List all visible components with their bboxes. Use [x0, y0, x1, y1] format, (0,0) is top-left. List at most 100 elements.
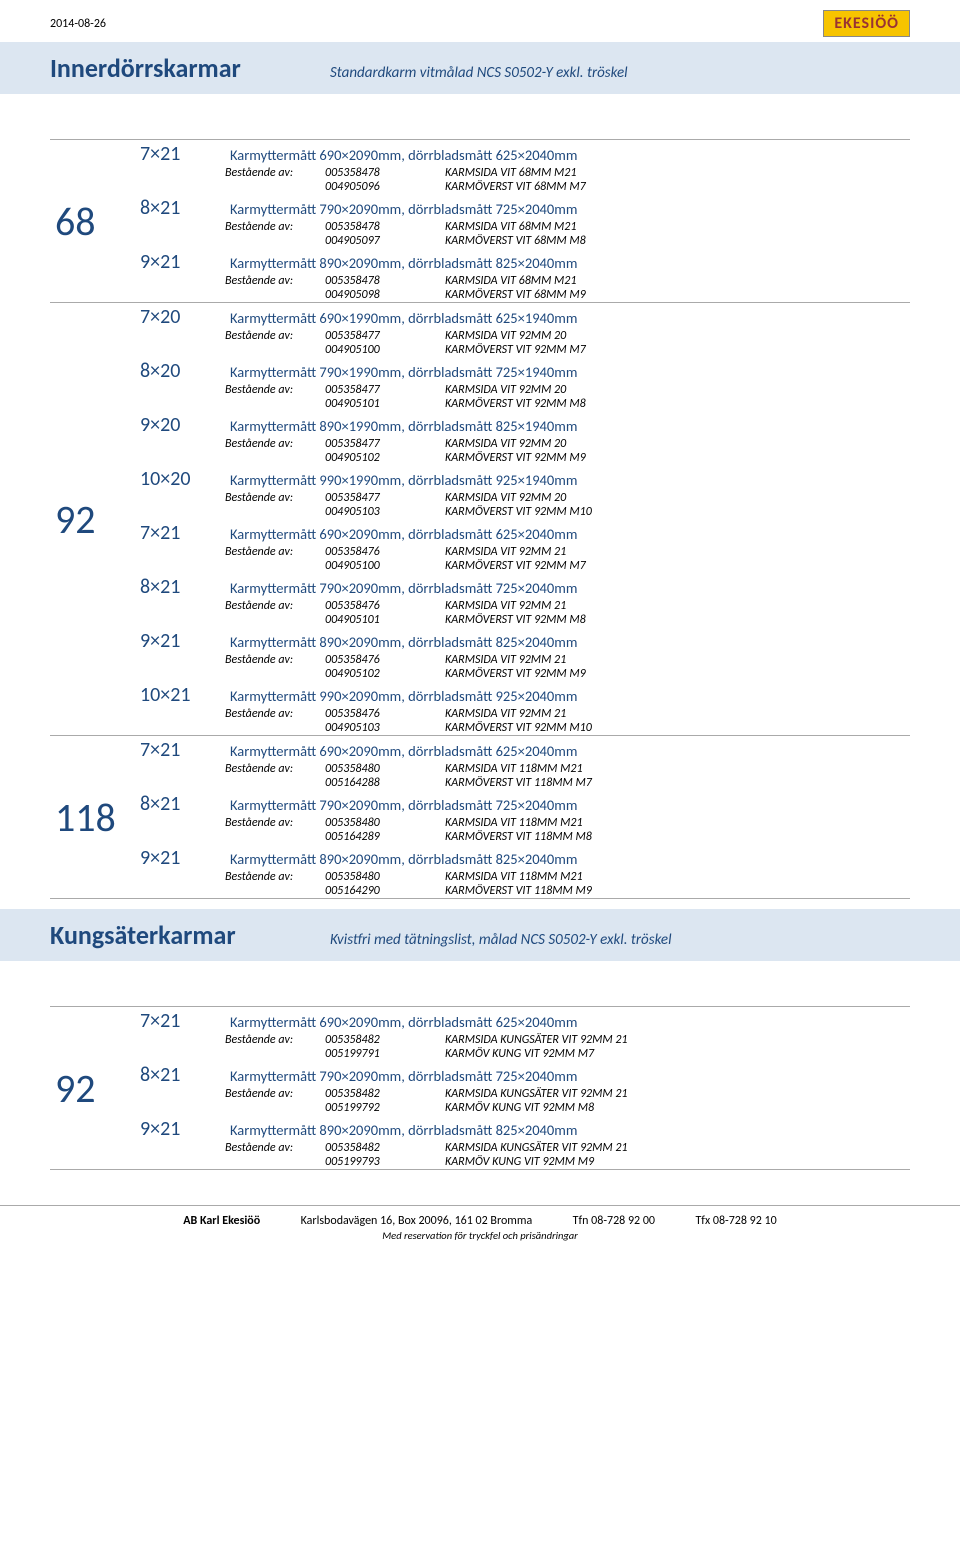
item-title: Karmyttermått 990×2090mm, dörrbladsmått …	[230, 687, 577, 705]
page-header: 2014-08-26 EKESIÖÖ	[0, 0, 960, 42]
item-size: 9×21	[130, 629, 230, 653]
footer-disclaimer: Med reservation för tryckfel och prisänd…	[50, 1229, 910, 1242]
item-header: 9×21 Karmyttermått 890×2090mm, dörrblads…	[130, 1115, 910, 1141]
detail-code: 005164289	[325, 830, 445, 844]
item-detail-row: Bestående av: 005358476 KARMSIDA VIT 92M…	[130, 707, 910, 721]
item-detail-row: 005164289 KARMÖVERST VIT 118MM M8	[130, 830, 910, 844]
item-size: 8×21	[130, 575, 230, 599]
item-title: Karmyttermått 690×1990mm, dörrbladsmått …	[230, 309, 577, 327]
section-subtitle: Standardkarm vitmålad NCS S0502-Y exkl. …	[330, 64, 628, 82]
item-header: 8×21 Karmyttermått 790×2090mm, dörrblads…	[130, 1061, 910, 1087]
item-detail-row: 005164288 KARMÖVERST VIT 118MM M7	[130, 776, 910, 790]
detail-description: KARMÖV KUNG VIT 92MM M9	[445, 1155, 910, 1169]
group-thickness: 92	[50, 1007, 130, 1169]
item-header: 8×21 Karmyttermått 790×2090mm, dörrblads…	[130, 573, 910, 599]
footer-fax: Tfx 08-728 92 10	[695, 1214, 776, 1228]
detail-label	[130, 613, 325, 627]
group-thickness: 68	[50, 140, 130, 302]
item-detail-row: 004905100 KARMÖVERST VIT 92MM M7	[130, 559, 910, 573]
detail-label: Bestående av:	[130, 870, 325, 884]
footer-company: AB Karl Ekesiöö	[183, 1214, 260, 1228]
item-detail-row: Bestående av: 005358478 KARMSIDA VIT 68M…	[130, 274, 910, 288]
item-title: Karmyttermått 790×2090mm, dörrbladsmått …	[230, 796, 577, 814]
detail-description: KARMSIDA VIT 118MM M21	[445, 762, 910, 776]
detail-label: Bestående av:	[130, 220, 325, 234]
detail-description: KARMÖV KUNG VIT 92MM M8	[445, 1101, 910, 1115]
detail-label	[130, 505, 325, 519]
footer-contact: AB Karl Ekesiöö Karlsbodavägen 16, Box 2…	[50, 1214, 910, 1228]
detail-label: Bestående av:	[130, 1087, 325, 1101]
detail-label: Bestående av:	[130, 1033, 325, 1047]
item-header: 9×21 Karmyttermått 890×2090mm, dörrblads…	[130, 248, 910, 274]
item-detail-row: Bestående av: 005358476 KARMSIDA VIT 92M…	[130, 599, 910, 613]
detail-label	[130, 1047, 325, 1061]
group-items: 7×20 Karmyttermått 690×1990mm, dörrblads…	[130, 303, 910, 735]
item-detail-row: 004905101 KARMÖVERST VIT 92MM M8	[130, 397, 910, 411]
item-detail-row: Bestående av: 005358482 KARMSIDA KUNGSÄT…	[130, 1087, 910, 1101]
footer-phone: Tfn 08-728 92 00	[573, 1214, 655, 1228]
detail-description: KARMSIDA VIT 92MM 20	[445, 491, 910, 505]
section-title-bar: Kungsäterkarmar Kvistfri med tätningslis…	[0, 909, 960, 961]
detail-label	[130, 397, 325, 411]
detail-code: 005199791	[325, 1047, 445, 1061]
detail-description: KARMSIDA VIT 92MM 21	[445, 599, 910, 613]
detail-code: 005358480	[325, 870, 445, 884]
detail-description: KARMSIDA KUNGSÄTER VIT 92MM 21	[445, 1141, 910, 1155]
item-detail-row: 004905103 KARMÖVERST VIT 92MM M10	[130, 721, 910, 735]
detail-label	[130, 721, 325, 735]
item-detail-row: Bestående av: 005358477 KARMSIDA VIT 92M…	[130, 383, 910, 397]
detail-code: 005358476	[325, 707, 445, 721]
item-size: 8×21	[130, 1063, 230, 1087]
group-items: 7×21 Karmyttermått 690×2090mm, dörrblads…	[130, 736, 910, 898]
item-detail-row: 004905102 KARMÖVERST VIT 92MM M9	[130, 667, 910, 681]
detail-code: 005358477	[325, 491, 445, 505]
detail-description: KARMSIDA VIT 118MM M21	[445, 816, 910, 830]
item-header: 7×21 Karmyttermått 690×2090mm, dörrblads…	[130, 736, 910, 762]
section-title-bar: Innerdörrskarmar Standardkarm vitmålad N…	[0, 42, 960, 94]
detail-label	[130, 288, 325, 302]
item-title: Karmyttermått 890×2090mm, dörrbladsmått …	[230, 850, 577, 868]
detail-description: KARMÖVERST VIT 92MM M10	[445, 721, 910, 735]
item-detail-row: 004905102 KARMÖVERST VIT 92MM M9	[130, 451, 910, 465]
document-date: 2014-08-26	[50, 17, 106, 31]
detail-label: Bestående av:	[130, 653, 325, 667]
detail-code: 004905100	[325, 343, 445, 357]
detail-code: 005358476	[325, 545, 445, 559]
item-size: 7×20	[130, 305, 230, 329]
item-header: 7×21 Karmyttermått 690×2090mm, dörrblads…	[130, 140, 910, 166]
section-content: 68 7×21 Karmyttermått 690×2090mm, dörrbl…	[0, 94, 960, 909]
item-title: Karmyttermått 690×2090mm, dörrbladsmått …	[230, 742, 577, 760]
detail-label: Bestående av:	[130, 599, 325, 613]
detail-code: 004905103	[325, 721, 445, 735]
item-size: 9×21	[130, 250, 230, 274]
item-detail-row: 004905097 KARMÖVERST VIT 68MM M8	[130, 234, 910, 248]
detail-description: KARMÖVERST VIT 118MM M7	[445, 776, 910, 790]
section-title: Innerdörrskarmar	[50, 52, 330, 84]
detail-code: 004905102	[325, 451, 445, 465]
item-size: 7×21	[130, 142, 230, 166]
item-detail-row: 005199793 KARMÖV KUNG VIT 92MM M9	[130, 1155, 910, 1169]
size-group: 68 7×21 Karmyttermått 690×2090mm, dörrbl…	[50, 139, 910, 303]
item-title: Karmyttermått 790×2090mm, dörrbladsmått …	[230, 579, 577, 597]
item-size: 7×21	[130, 1009, 230, 1033]
detail-label: Bestående av:	[130, 329, 325, 343]
item-title: Karmyttermått 690×2090mm, dörrbladsmått …	[230, 146, 577, 164]
item-detail-row: Bestående av: 005358480 KARMSIDA VIT 118…	[130, 762, 910, 776]
item-header: 10×20 Karmyttermått 990×1990mm, dörrblad…	[130, 465, 910, 491]
item-header: 7×21 Karmyttermått 690×2090mm, dörrblads…	[130, 519, 910, 545]
detail-label: Bestående av:	[130, 762, 325, 776]
detail-description: KARMSIDA VIT 92MM 20	[445, 383, 910, 397]
detail-description: KARMSIDA VIT 92MM 20	[445, 437, 910, 451]
detail-description: KARMÖV KUNG VIT 92MM M7	[445, 1047, 910, 1061]
size-group: 92 7×21 Karmyttermått 690×2090mm, dörrbl…	[50, 1006, 910, 1170]
detail-code: 005358478	[325, 274, 445, 288]
detail-label	[130, 180, 325, 194]
detail-description: KARMÖVERST VIT 68MM M8	[445, 234, 910, 248]
detail-label	[130, 667, 325, 681]
item-title: Karmyttermått 890×2090mm, dörrbladsmått …	[230, 1121, 577, 1139]
section-content: 92 7×21 Karmyttermått 690×2090mm, dörrbl…	[0, 961, 960, 1180]
item-size: 10×20	[130, 467, 230, 491]
item-detail-row: Bestående av: 005358477 KARMSIDA VIT 92M…	[130, 491, 910, 505]
detail-label: Bestående av:	[130, 1141, 325, 1155]
group-thickness: 92	[50, 303, 130, 735]
